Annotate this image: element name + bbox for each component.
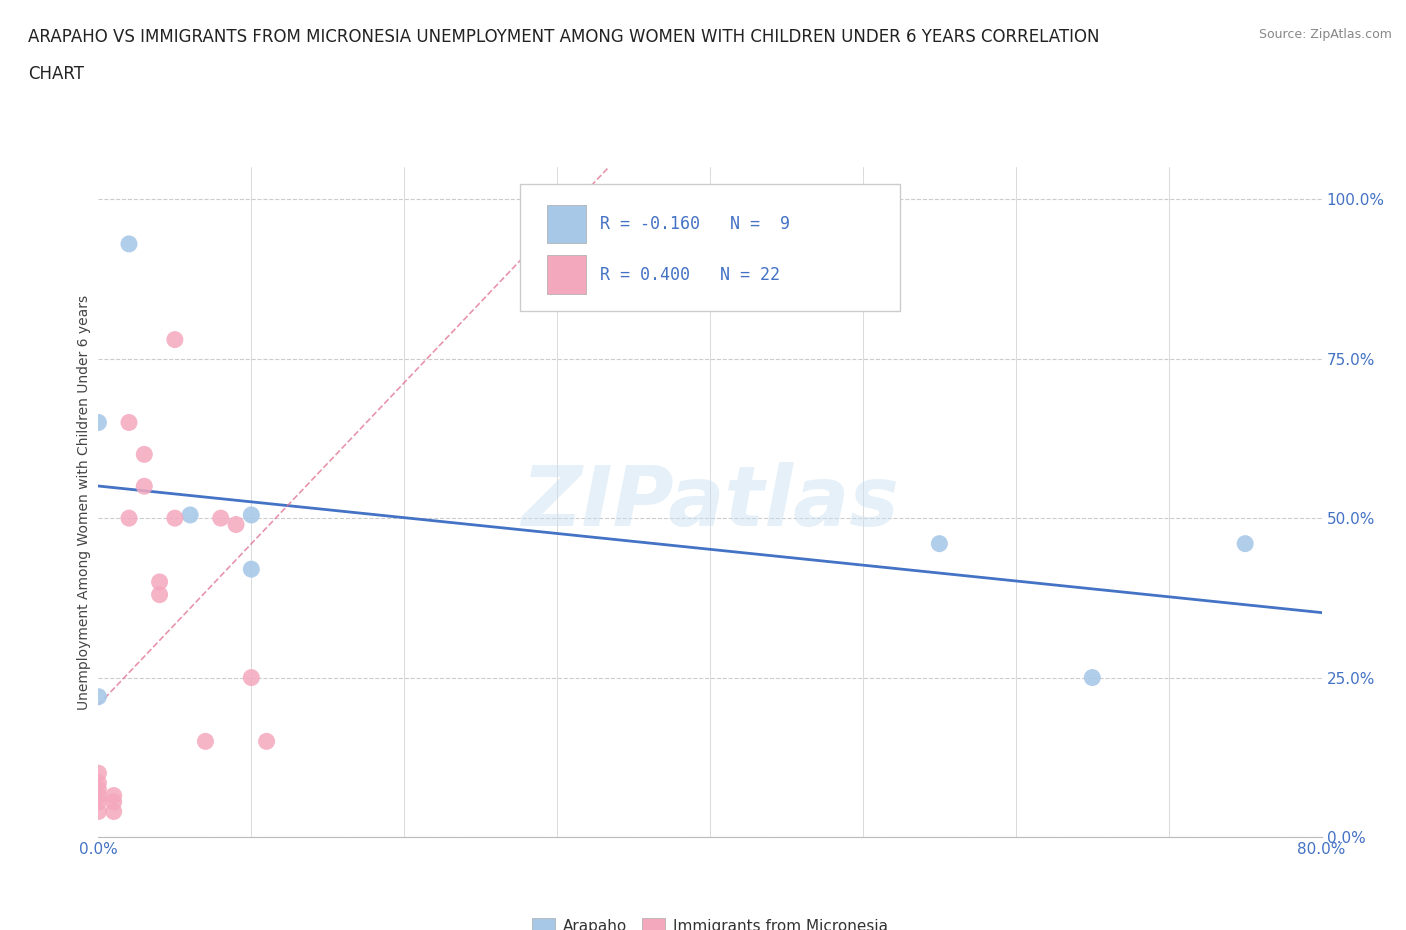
Point — [134, 479, 156, 494]
Point — [163, 511, 186, 525]
Legend: Arapaho, Immigrants from Micronesia: Arapaho, Immigrants from Micronesia — [526, 911, 894, 930]
Text: Source: ZipAtlas.com: Source: ZipAtlas.com — [1258, 28, 1392, 41]
Point — [194, 734, 217, 749]
Text: R = 0.400   N = 22: R = 0.400 N = 22 — [600, 266, 780, 284]
FancyBboxPatch shape — [547, 256, 586, 294]
Point — [87, 782, 110, 797]
Point — [87, 415, 110, 430]
Point — [87, 788, 110, 803]
Point — [1234, 537, 1257, 551]
Text: CHART: CHART — [28, 65, 84, 83]
Point — [118, 511, 141, 525]
Point — [240, 562, 263, 577]
Point — [256, 734, 278, 749]
Point — [209, 511, 232, 525]
Point — [118, 236, 141, 251]
Text: ARAPAHO VS IMMIGRANTS FROM MICRONESIA UNEMPLOYMENT AMONG WOMEN WITH CHILDREN UND: ARAPAHO VS IMMIGRANTS FROM MICRONESIA UN… — [28, 28, 1099, 46]
Point — [179, 508, 201, 523]
Point — [149, 587, 172, 602]
Point — [103, 794, 125, 809]
Point — [103, 788, 125, 803]
Point — [87, 804, 110, 819]
Point — [87, 689, 110, 704]
Text: ZIPatlas: ZIPatlas — [522, 461, 898, 543]
Point — [928, 537, 950, 551]
Point — [87, 765, 110, 780]
Point — [1081, 671, 1104, 685]
Point — [118, 415, 141, 430]
Point — [225, 517, 247, 532]
Point — [87, 794, 110, 809]
Point — [240, 508, 263, 523]
Point — [87, 776, 110, 790]
Point — [240, 671, 263, 685]
Point — [134, 447, 156, 462]
FancyBboxPatch shape — [520, 184, 900, 312]
Point — [163, 332, 186, 347]
Y-axis label: Unemployment Among Women with Children Under 6 years: Unemployment Among Women with Children U… — [77, 295, 91, 710]
Point — [149, 575, 172, 590]
Point — [103, 804, 125, 819]
FancyBboxPatch shape — [547, 206, 586, 244]
Text: R = -0.160   N =  9: R = -0.160 N = 9 — [600, 216, 790, 233]
